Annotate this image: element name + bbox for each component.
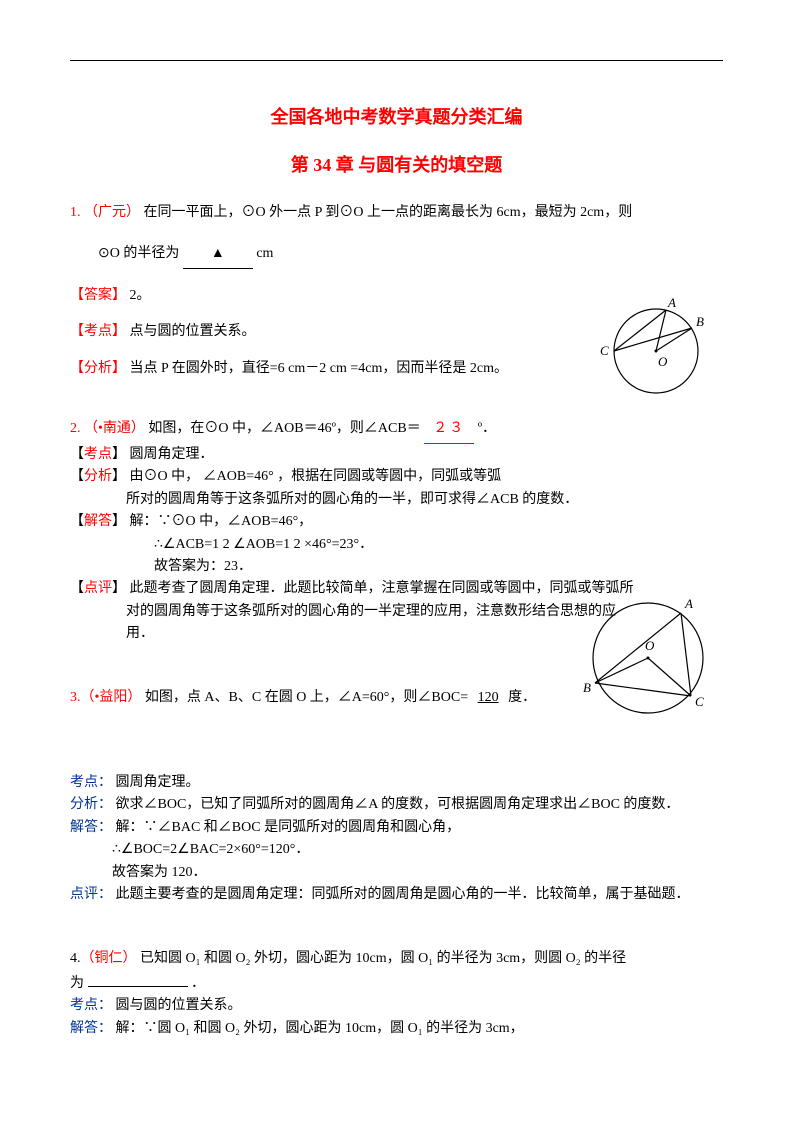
q4-text1: 已知圆 O₁ 和圆 O₂ 外切，圆心距为 10cm，圆 O₁ 的半径为 3cm，… (140, 951, 626, 966)
svg-text:O: O (658, 354, 668, 369)
q3-fx: 分析： 欲求∠BOC，已知了同弧所对的圆周角∠A 的度数，可根据圆周角定理求出∠… (70, 794, 723, 816)
figure-2: A B C O (573, 588, 723, 738)
q1-source: 1. （广元） (70, 205, 140, 220)
q2-kd-label: 考点 (84, 447, 112, 462)
q3-fx-label: 分析： (70, 797, 112, 812)
svg-text:A: A (684, 596, 693, 611)
q3-kd: 考点： 圆周角定理。 (70, 772, 723, 794)
q3-ans: 120 (472, 690, 505, 705)
q1-unit: cm (256, 246, 273, 261)
q1-line1: 1. （广元） 在同一平面上，⊙O 外一点 P 到⊙O 上一点的距离最长为 6c… (70, 200, 723, 227)
q4-source: （铜仁） (81, 951, 137, 966)
q1-ans: 2。 (130, 288, 151, 303)
q4-text2: 为 (70, 976, 84, 991)
q1-text1: 在同一平面上，⊙O 外一点 P 到⊙O 上一点的距离最长为 6cm，最短为 2c… (144, 205, 633, 220)
q1-line2: ⊙O 的半径为 ▲ cm (70, 241, 723, 269)
q1-kd-text: 点与圆的位置关系。 (130, 324, 256, 339)
q3-source: 3.（•益阳） (70, 690, 141, 705)
doc-title-1: 全国各地中考数学真题分类汇编 (70, 100, 723, 134)
q3-kd-text: 圆周角定理。 (116, 775, 200, 790)
q3-jd2: ∴∠BOC=2∠BAC=2×60°=120°． (70, 839, 723, 861)
q3-unit: 度． (508, 690, 536, 705)
svg-text:B: B (696, 314, 704, 329)
q1-kd-label: 【考点】 (70, 324, 126, 339)
q1-text2: ⊙O 的半径为 (98, 246, 179, 261)
q2-jd1: 解：∵⊙O 中，∠AOB=46°， (130, 514, 313, 529)
q4-line1: 4.（铜仁） 已知圆 O₁ 和圆 O₂ 外切，圆心距为 10cm，圆 O₁ 的半… (70, 946, 723, 973)
q2-jd2: ∴∠ACB=1 2 ∠AOB=1 2 ×46°=23°． (70, 534, 723, 556)
circle-acb-diagram-icon: A B C O (588, 296, 723, 406)
q2-dp-label: 点评 (84, 581, 112, 596)
q2-fx: 【分析】 由⊙O 中， ∠AOB=46° ，根据在同圆或等圆中，同弧或等弧 (70, 466, 723, 488)
q2-line: 2. （•南通） 如图，在⊙O 中，∠AOB＝46º，则∠ACB＝ ２３ º． (70, 416, 723, 444)
q2-kd: 【考点】 圆周角定理． (70, 444, 723, 466)
top-rule (70, 60, 723, 61)
q1-fx-label: 【分析】 (70, 361, 126, 376)
q4-line2: 为 ． (70, 973, 723, 995)
svg-text:O: O (645, 638, 655, 653)
q4-kd: 考点： 圆与圆的位置关系。 (70, 995, 723, 1017)
svg-text:B: B (583, 680, 591, 695)
q1-blank: ▲ (183, 241, 253, 269)
q3-dp: 点评： 此题主要考查的是圆周角定理：同弧所对的圆周角是圆心角的一半．比较简单，属… (70, 884, 723, 906)
figure-1: A B C O (588, 296, 723, 406)
q2-unit: º． (478, 421, 496, 436)
q3-jd: 解答： 解：∵∠BAC 和∠BOC 是同弧所对的圆周角和圆心角， (70, 817, 723, 839)
q2-jd3: 故答案为：23． (70, 556, 723, 578)
q3-dp-label: 点评： (70, 887, 112, 902)
q3-fx-text: 欲求∠BOC，已知了同弧所对的圆周角∠A 的度数，可根据圆周角定理求出∠BOC … (116, 797, 680, 812)
svg-text:A: A (667, 296, 676, 310)
q3-dp-text: 此题主要考查的是圆周角定理：同弧所对的圆周角是圆心角的一半．比较简单，属于基础题… (116, 887, 690, 902)
svg-text:C: C (600, 343, 609, 358)
q2-ans: ２３ (424, 416, 474, 444)
q2-dp1: 此题考查了圆周角定理．此题比较简单，注意掌握在同圆或等圆中，同弧或等弧所 (130, 581, 634, 596)
q2-source: 2. （•南通） (70, 421, 145, 436)
q2-jd: 【解答】 解：∵⊙O 中，∠AOB=46°， (70, 511, 723, 533)
q2-fx1: 由⊙O 中， ∠AOB=46° ，根据在同圆或等圆中，同弧或等弧 (130, 469, 502, 484)
q2-fx-label: 分析 (84, 469, 112, 484)
q2-fx2: 所对的圆周角等于这条弧所对的圆心角的一半，即可求得∠ACB 的度数． (70, 489, 723, 511)
q4-jd-label: 解答： (70, 1021, 112, 1036)
svg-text:C: C (695, 694, 704, 709)
q4-jd: 解答： 解：∵圆 O₁ 和圆 O₂ 外切，圆心距为 10cm，圆 O₁ 的半径为… (70, 1018, 723, 1040)
document-page: 全国各地中考数学真题分类汇编 第 34 章 与圆有关的填空题 1. （广元） 在… (0, 0, 793, 1122)
circle-boc-diagram-icon: A B C O (573, 588, 723, 738)
q3-jd-label: 解答： (70, 820, 112, 835)
q2-text: 如图，在⊙O 中，∠AOB＝46º，则∠ACB＝ (148, 421, 420, 436)
q2-kd-text: 圆周角定理． (130, 447, 214, 462)
q3-jd3: 故答案为 120． (70, 862, 723, 884)
q4-kd-text: 圆与圆的位置关系。 (116, 998, 242, 1013)
q4-blank (88, 986, 188, 987)
q4-end: ． (191, 976, 205, 991)
doc-title-2: 第 34 章 与圆有关的填空题 (70, 148, 723, 182)
q4-kd-label: 考点： (70, 998, 112, 1013)
q3-kd-label: 考点： (70, 775, 112, 790)
q2-jd-label: 解答 (84, 514, 112, 529)
q4-jd-text: 解：∵圆 O₁ 和圆 O₂ 外切，圆心距为 10cm，圆 O₁ 的半径为 3cm… (116, 1021, 524, 1036)
q1-fx-text: 当点 P 在圆外时，直径=6 cm－2 cm =4cm，因而半径是 2cm。 (130, 361, 508, 376)
q1-ans-label: 【答案】 (70, 288, 126, 303)
q3-jd1: 解：∵∠BAC 和∠BOC 是同弧所对的圆周角和圆心角， (116, 820, 461, 835)
q3-text: 如图，点 A、B、C 在圆 O 上，∠A=60°，则∠BOC= (145, 690, 468, 705)
